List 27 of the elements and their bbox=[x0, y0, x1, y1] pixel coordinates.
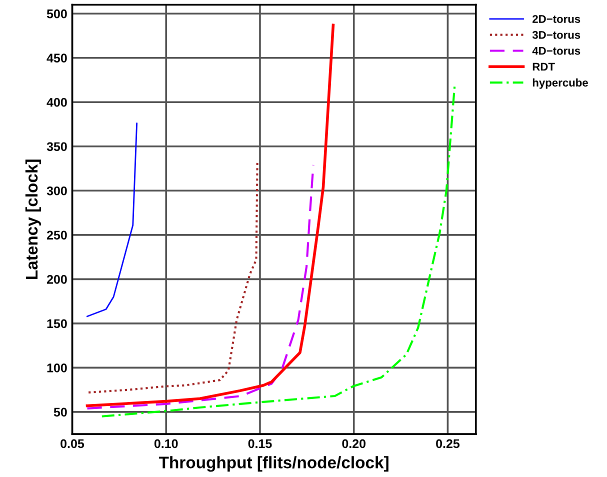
y-tick-label: 50 bbox=[54, 408, 67, 417]
y-tick-label: 500 bbox=[46, 9, 67, 18]
line-series bbox=[88, 161, 258, 394]
legend-label: 3D−torus bbox=[532, 30, 580, 39]
x-tick-label: 0.25 bbox=[436, 439, 460, 448]
x-tick-label: 0.05 bbox=[60, 439, 84, 448]
y-tick-label: 250 bbox=[46, 230, 67, 240]
x-tick-label: 0.20 bbox=[342, 439, 366, 448]
x-tick-label: 0.10 bbox=[154, 439, 178, 448]
legend-label: hypercube bbox=[532, 78, 588, 89]
y-tick-label: 200 bbox=[46, 274, 67, 284]
line-series bbox=[86, 122, 138, 318]
legend-label: RDT bbox=[532, 62, 555, 71]
line-series bbox=[100, 84, 456, 418]
y-tick-label: 300 bbox=[46, 186, 67, 196]
legend-label: 2D−torus bbox=[532, 15, 580, 23]
y-tick-label: 150 bbox=[47, 319, 67, 328]
y-tick-label: 450 bbox=[46, 54, 67, 63]
y-axis-title: Latency [clock] bbox=[25, 160, 41, 279]
legend-label: 4D−torus bbox=[532, 47, 580, 55]
y-tick-label: 100 bbox=[47, 363, 67, 372]
y-tick-label: 400 bbox=[46, 98, 67, 107]
line-series bbox=[86, 164, 314, 410]
line-series bbox=[86, 24, 335, 408]
x-tick-label: 0.15 bbox=[248, 439, 272, 448]
x-axis-title: Throughput [flits/node/clock] bbox=[158, 456, 388, 472]
y-tick-label: 350 bbox=[46, 142, 67, 152]
